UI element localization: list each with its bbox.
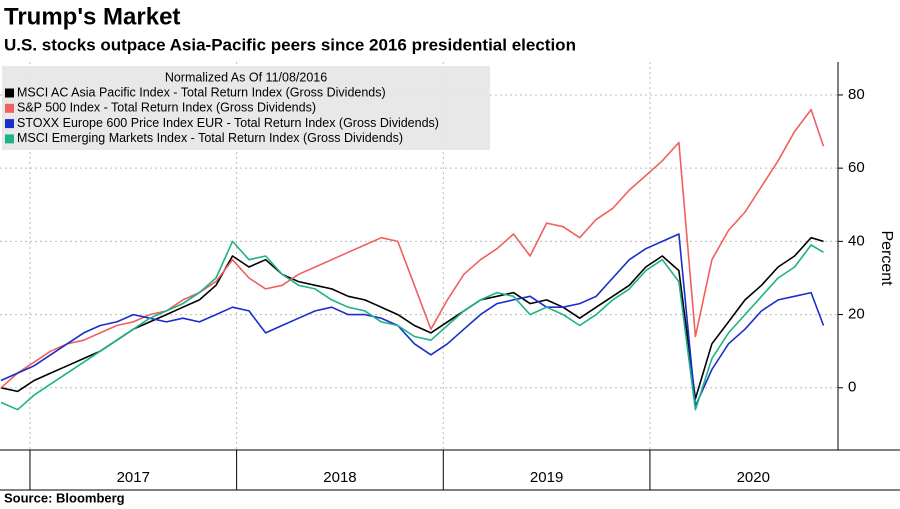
x-tick-label: 2020 bbox=[737, 469, 770, 486]
legend-label: MSCI AC Asia Pacific Index - Total Retur… bbox=[17, 85, 386, 99]
legend-label: MSCI Emerging Markets Index - Total Retu… bbox=[17, 131, 403, 145]
legend-title: Normalized As Of 11/08/2016 bbox=[165, 70, 327, 84]
y-tick-label: 80 bbox=[848, 86, 865, 103]
legend-swatch bbox=[5, 119, 14, 129]
y-tick-label: 40 bbox=[848, 232, 865, 249]
legend-label: S&P 500 Index - Total Return Index (Gros… bbox=[17, 101, 316, 115]
source: Source: Bloomberg bbox=[4, 490, 125, 505]
legend-swatch bbox=[5, 88, 14, 98]
legend-label: STOXX Europe 600 Price Index EUR - Total… bbox=[17, 116, 439, 130]
legend-swatch bbox=[5, 103, 14, 113]
x-tick-label: 2019 bbox=[530, 469, 563, 486]
series-line bbox=[0, 240, 824, 411]
chart-title: Trump's Market bbox=[4, 3, 180, 30]
y-tick-label: 60 bbox=[848, 159, 865, 176]
x-tick-label: 2017 bbox=[117, 469, 150, 486]
series-line bbox=[0, 108, 825, 389]
legend-swatch bbox=[5, 134, 14, 144]
y-axis-label: Percent bbox=[878, 230, 895, 286]
series-line bbox=[0, 233, 825, 407]
y-tick-label: 0 bbox=[848, 379, 856, 396]
legend-box bbox=[2, 66, 490, 150]
chart-subtitle: U.S. stocks outpace Asia-Pacific peers s… bbox=[4, 35, 576, 54]
x-tick-label: 2018 bbox=[323, 469, 356, 486]
y-tick-label: 20 bbox=[848, 306, 865, 323]
